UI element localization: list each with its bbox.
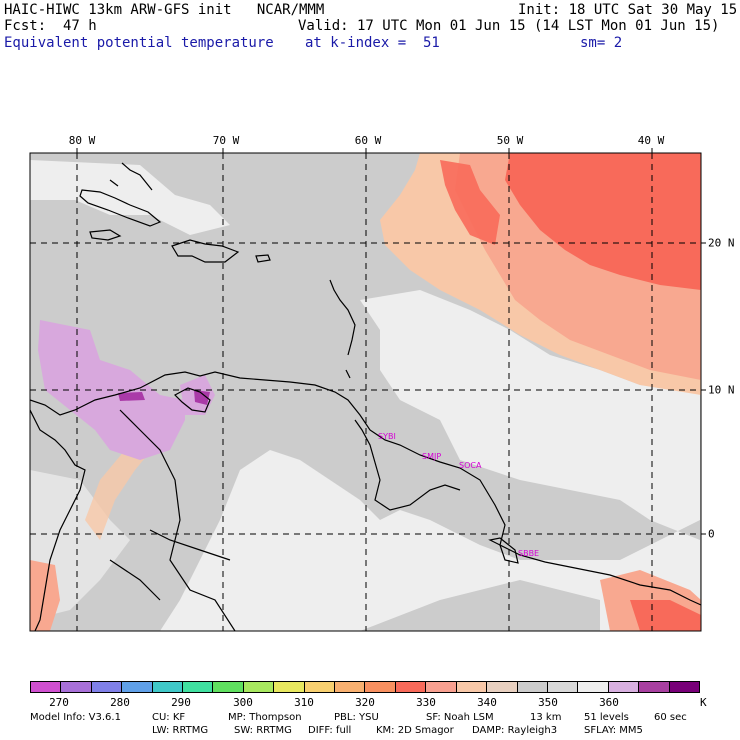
header-model-title: HAIC-HIWC 13km ARW-GFS init NCAR/MMM xyxy=(4,2,325,18)
header-init-time: Init: 18 UTC Sat 30 May 15 xyxy=(518,2,738,18)
pacific-coast xyxy=(30,409,86,631)
colorbar-swatch-10 xyxy=(335,682,366,692)
colorbar-swatch-8 xyxy=(274,682,305,692)
colorbar-label-340: 340 xyxy=(477,696,497,709)
colorbar-label-310: 310 xyxy=(294,696,314,709)
colorbar-swatch-4 xyxy=(152,682,184,692)
light-grey-region-north xyxy=(30,160,230,235)
colorbar-swatch-1 xyxy=(61,682,92,692)
lat-label-10n: 10 N xyxy=(708,383,735,397)
colorbar-label-270: 270 xyxy=(49,696,69,709)
colorbar-swatch-18 xyxy=(578,682,609,692)
colorbar-swatch-17 xyxy=(547,682,579,692)
colorbar xyxy=(30,681,700,693)
cuba-coast xyxy=(79,189,162,227)
colorbar-swatch-21 xyxy=(669,682,699,692)
interior-border-1 xyxy=(119,409,236,631)
lon-label-70w: 70 W xyxy=(212,134,240,147)
colorbar-swatch-13 xyxy=(426,682,457,692)
interior-border-2 xyxy=(109,529,231,601)
colorbar-swatch-3 xyxy=(122,682,153,692)
colorbar-swatch-20 xyxy=(639,682,670,692)
lon-label-40w: 40 W xyxy=(637,134,665,147)
model-info-diff: DIFF: full xyxy=(308,725,352,736)
station-smjp: SMJP xyxy=(422,452,442,461)
map-fill-layer xyxy=(30,153,701,631)
model-info-damp: DAMP: Rayleigh3 xyxy=(472,725,558,736)
colorbar-swatch-0 xyxy=(31,682,62,692)
model-info-sw: SW: RRTMG xyxy=(234,725,292,736)
salmon-southwest xyxy=(30,560,60,631)
light-grey-region-south xyxy=(160,290,700,631)
colorbar-swatch-12 xyxy=(395,682,427,692)
south-america-north-coast xyxy=(30,371,701,606)
header-valid-time: Valid: 17 UTC Mon 01 Jun 15 (14 LST Mon … xyxy=(298,18,720,34)
colorbar-label-350: 350 xyxy=(538,696,558,709)
colorbar-swatch-15 xyxy=(487,682,518,692)
bahamas-coast xyxy=(109,162,153,191)
model-info-timestep: 60 sec xyxy=(654,712,687,723)
model-info-sflay: SFLAY: MM5 xyxy=(584,725,643,736)
station-soca: SOCA xyxy=(459,461,482,470)
model-info-sf: SF: Noah LSM xyxy=(426,712,494,723)
colorbar-label-320: 320 xyxy=(355,696,375,709)
station-sbbe: SBBE xyxy=(518,549,540,558)
colorbar-swatch-6 xyxy=(213,682,244,692)
lesser-antilles-coast xyxy=(329,279,356,379)
model-info-resolution: 13 km xyxy=(530,712,562,723)
lon-label-50w: 50 W xyxy=(496,134,524,147)
purple-maracaibo xyxy=(194,390,210,405)
field-name: Equivalent potential temperature xyxy=(4,35,274,51)
guiana-borders xyxy=(354,419,461,511)
lon-label-80w: 80 W xyxy=(68,134,96,147)
colorbar-swatch-14 xyxy=(456,682,488,692)
marajo-island xyxy=(488,537,519,564)
puerto-rico-coast xyxy=(255,254,271,263)
header-forecast-hour: Fcst: 47 h xyxy=(4,18,97,34)
lon-label-60w: 60 W xyxy=(354,134,382,147)
hispaniola-coast xyxy=(171,239,240,263)
axis-ticks xyxy=(76,148,706,535)
colorbar-swatch-5 xyxy=(183,682,214,692)
colorbar-swatch-9 xyxy=(304,682,336,692)
colorbar-label-360: 360 xyxy=(599,696,619,709)
model-info-levels: 51 levels xyxy=(584,712,629,723)
vertical-level: at k-index = 51 xyxy=(305,35,440,51)
jamaica-coast xyxy=(89,229,122,241)
lat-label-0: 0 xyxy=(708,527,715,541)
smoothing-value: sm= 2 xyxy=(580,35,623,51)
model-info-cu: CU: KF xyxy=(152,712,186,723)
red-southeast xyxy=(630,600,701,631)
model-info-version: Model Info: V3.6.1 xyxy=(30,712,121,723)
lake-maracaibo xyxy=(174,387,211,413)
colorbar-swatch-11 xyxy=(365,682,396,692)
model-info-km: KM: 2D Smagor xyxy=(376,725,454,736)
station-sybi: SYBI xyxy=(378,432,396,441)
colorbar-swatch-19 xyxy=(608,682,640,692)
colorbar-swatch-7 xyxy=(243,682,275,692)
model-info-mp: MP: Thompson xyxy=(228,712,302,723)
coastlines xyxy=(30,162,701,631)
colorbar-label-280: 280 xyxy=(110,696,130,709)
graticule xyxy=(30,153,701,631)
model-info-pbl: PBL: YSU xyxy=(334,712,379,723)
lat-label-20n: 20 N xyxy=(708,236,735,250)
colorbar-swatch-16 xyxy=(517,682,548,692)
colorbar-label-290: 290 xyxy=(171,696,191,709)
colorbar-label-300: 300 xyxy=(233,696,253,709)
colorbar-swatch-2 xyxy=(91,682,123,692)
colorbar-label-330: 330 xyxy=(416,696,436,709)
model-info-lw: LW: RRTMG xyxy=(152,725,209,736)
purple-cell xyxy=(118,392,145,401)
red-streak xyxy=(440,160,500,245)
colorbar-unit: K xyxy=(700,696,707,709)
